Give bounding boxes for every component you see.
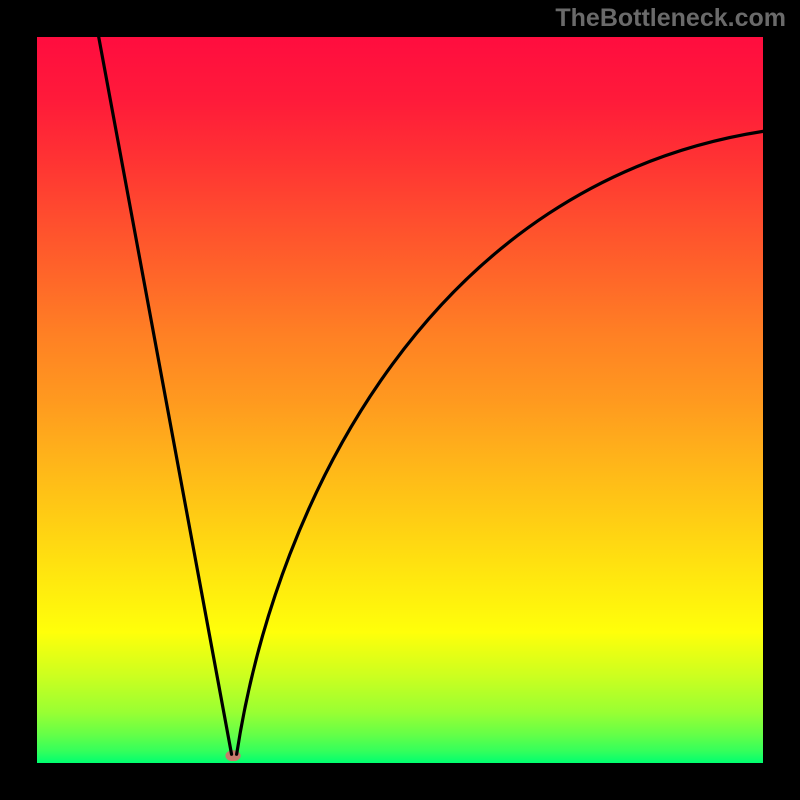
curve-left-segment	[99, 37, 232, 754]
chart-container: TheBottleneck.com	[0, 0, 800, 800]
curve-right-segment	[237, 131, 763, 754]
watermark-text: TheBottleneck.com	[555, 4, 786, 33]
chart-svg	[0, 0, 800, 800]
plot-group	[99, 37, 763, 761]
